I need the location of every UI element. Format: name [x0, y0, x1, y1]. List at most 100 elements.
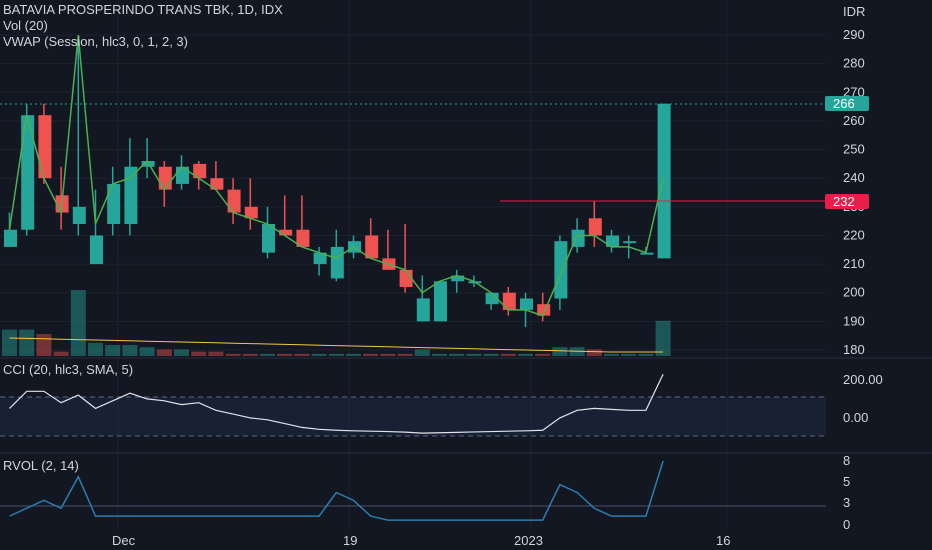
volume-bar: [621, 353, 637, 356]
candle-body: [451, 275, 465, 282]
volume-bar: [36, 334, 52, 356]
candle-body: [296, 229, 310, 247]
last-price-badge: [825, 96, 869, 111]
cci-band: [0, 397, 826, 436]
volume-bar: [70, 290, 86, 356]
price-tick-250: 250: [843, 142, 865, 157]
candle-body: [571, 229, 585, 247]
cci-legend[interactable]: CCI (20, hlc3, SMA, 5): [3, 362, 133, 378]
volume-bar: [277, 353, 293, 356]
candle-body: [279, 229, 293, 236]
volume-bar: [466, 353, 482, 356]
rvol-tick-3: 3: [843, 495, 850, 510]
main-legend: BATAVIA PROSPERINDO TRANS TBK, 1D, IDX V…: [3, 2, 283, 50]
volume-bars: [2, 290, 671, 356]
volume-bar: [449, 353, 465, 356]
candle-body: [72, 206, 86, 224]
volume-bar: [294, 353, 310, 356]
candle-body: [623, 241, 637, 244]
volume-bar: [500, 353, 516, 356]
candle-body: [90, 235, 103, 265]
volume-bar: [586, 349, 602, 356]
cci-tick-200: 200.00: [843, 372, 883, 387]
volume-bar: [19, 329, 35, 356]
price-tick-180: 180: [843, 342, 865, 357]
currency-label: IDR: [843, 4, 865, 19]
last-price-label: 266: [833, 96, 855, 111]
candle-body: [124, 166, 138, 224]
candle-body: [176, 166, 189, 184]
candle-body: [227, 189, 241, 213]
price-tick-270: 270: [843, 84, 865, 99]
volume-bar: [432, 353, 447, 356]
volume-bar: [242, 353, 258, 356]
candle-body: [262, 224, 275, 253]
symbol-title: BATAVIA PROSPERINDO TRANS TBK, 1D, IDX: [3, 2, 283, 17]
candle-body: [158, 166, 172, 190]
rvol-axis: 8 5 3 0: [843, 453, 850, 532]
candle-body: [485, 292, 499, 305]
candle-body: [107, 183, 121, 224]
price-tick-290: 290: [843, 27, 865, 42]
cci-axis: 200.00 0.00: [843, 372, 883, 425]
cci-label: CCI (20, hlc3, SMA, 5): [3, 362, 134, 377]
volume-bar: [139, 347, 155, 356]
volume-bar: [638, 353, 654, 356]
price-tick-280: 280: [843, 56, 865, 71]
volume-bar: [414, 349, 430, 356]
rvol-label: RVOL (2, 14): [3, 458, 79, 473]
rvol-line: [9, 460, 664, 521]
time-label-19: 19: [343, 533, 357, 548]
rvol-tick-0: 0: [843, 517, 850, 532]
candle-body: [657, 103, 671, 259]
candle-body: [313, 252, 327, 265]
volume-bar: [604, 353, 619, 356]
rvol-tick-8: 8: [843, 453, 850, 468]
candle-body: [434, 281, 447, 322]
candle-body: [399, 269, 413, 287]
time-label-2023: 2023: [514, 533, 543, 548]
vwap-label[interactable]: VWAP (Session, hlc3, 0, 1, 2, 3): [3, 34, 188, 49]
candle-body: [4, 229, 17, 247]
time-label-dec: Dec: [112, 533, 136, 548]
volume-bar: [174, 349, 189, 356]
level-label: 232: [833, 194, 855, 209]
cci-tick-0: 0.00: [843, 410, 868, 425]
grid: [0, 0, 826, 530]
candle-body: [640, 252, 654, 255]
candle-body: [330, 246, 344, 279]
price-tick-200: 200: [843, 285, 865, 300]
candle-body: [554, 241, 568, 299]
price-tick-210: 210: [843, 256, 865, 271]
volume-bar: [2, 329, 17, 356]
volume-bar: [191, 351, 207, 356]
candle-body: [244, 206, 258, 219]
candle-body: [21, 115, 35, 230]
volume-bar: [122, 345, 138, 356]
volume-bar: [53, 351, 69, 356]
volume-bar: [552, 347, 568, 356]
volume-bar: [105, 345, 121, 356]
vol-label[interactable]: Vol (20): [3, 18, 48, 33]
candle-body: [588, 218, 602, 236]
rvol-legend[interactable]: RVOL (2, 14): [3, 458, 79, 474]
price-tick-190: 190: [843, 313, 865, 328]
cci-line: [9, 373, 664, 434]
candle-body: [606, 235, 619, 247]
volume-bar: [346, 353, 361, 356]
volume-ma-line: [9, 337, 664, 353]
candle-body: [502, 292, 516, 310]
candle-body: [38, 115, 52, 179]
volume-bar: [397, 353, 413, 356]
volume-bar: [655, 320, 671, 356]
price-tick-220: 220: [843, 227, 865, 242]
volume-bar: [208, 351, 224, 356]
candle-body: [365, 235, 379, 259]
volume-bar: [225, 353, 241, 356]
volume-bar: [328, 353, 344, 356]
volume-bar: [311, 353, 327, 356]
vwap-line: [8, 34, 664, 317]
volume-bar: [518, 353, 533, 356]
volume-bar: [380, 353, 396, 356]
